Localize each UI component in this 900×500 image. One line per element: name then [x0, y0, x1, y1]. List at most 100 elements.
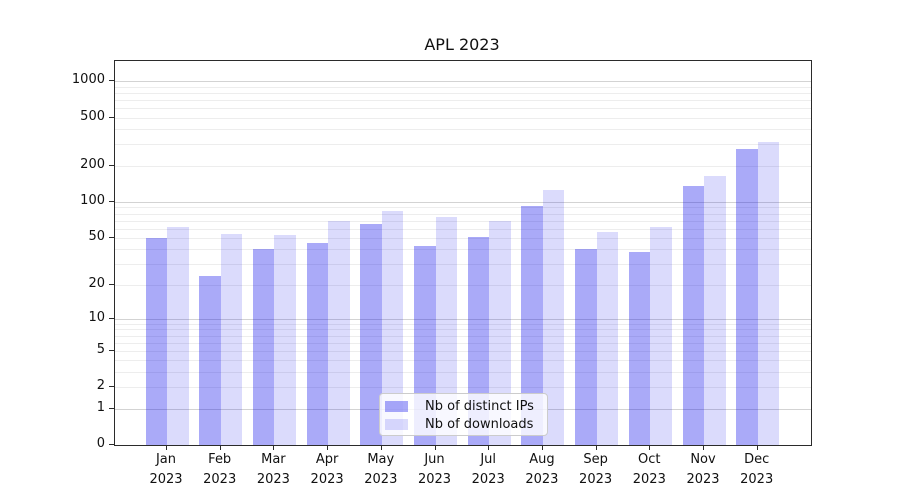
bar-feb-downloads	[220, 233, 243, 445]
y-tick-label: 50	[88, 228, 105, 244]
x-tick-month: Apr	[315, 452, 339, 467]
legend-item-distinct-ips: Nb of distinct IPs	[385, 398, 541, 415]
y-tick-label: 500	[80, 108, 105, 124]
x-tick-year: 2023	[149, 471, 183, 487]
gridline	[115, 323, 811, 325]
y-tick-label: 200	[80, 156, 105, 172]
gridline	[115, 350, 811, 352]
x-tick-year: 2023	[310, 471, 344, 487]
bar-jul-downloads	[489, 220, 511, 445]
x-tick-label-nov: Nov 2023	[671, 450, 735, 489]
bar-dec-distinct-ips	[736, 149, 758, 445]
x-tick-month: Oct	[638, 452, 661, 467]
x-tick-month: Nov	[690, 452, 716, 467]
gridline	[115, 228, 811, 230]
bar-aug-downloads	[542, 190, 565, 445]
x-tick-label-jun: Jun 2023	[403, 450, 467, 489]
x-tick-year: 2023	[686, 471, 720, 487]
y-tick-mark	[109, 444, 114, 445]
x-tick-mark	[327, 445, 329, 450]
gridline	[115, 284, 811, 286]
x-tick-mark	[541, 445, 543, 450]
x-tick-label-aug: Aug 2023	[510, 450, 574, 489]
x-tick-month: Aug	[529, 452, 555, 467]
y-tick-label: 0	[96, 436, 105, 451]
y-tick-mark	[109, 80, 114, 82]
bar-jul-distinct-ips	[467, 236, 490, 445]
y-tick-mark	[109, 116, 114, 118]
gridline	[115, 387, 811, 389]
legend-swatch-downloads	[385, 419, 408, 430]
x-tick-mark	[756, 445, 758, 450]
legend-label-distinct-ips: Nb of distinct IPs	[425, 399, 534, 414]
x-tick-label-sep: Sep 2023	[564, 450, 628, 489]
gridline	[115, 360, 811, 362]
gridline	[115, 329, 811, 331]
x-tick-month: Sep	[583, 452, 608, 467]
x-tick-month: Feb	[208, 452, 232, 467]
gridline	[115, 117, 811, 119]
bar-jun-downloads	[435, 216, 457, 445]
bar-sep-distinct-ips	[575, 249, 597, 445]
x-tick-mark	[219, 445, 221, 450]
x-tick-mark	[649, 445, 651, 450]
bar-apr-distinct-ips	[306, 243, 329, 445]
legend-item-downloads: Nb of downloads	[385, 416, 541, 433]
x-tick-label-apr: Apr 2023	[295, 450, 359, 489]
legend: Nb of distinct IPs Nb of downloads	[379, 393, 548, 436]
x-tick-year: 2023	[203, 471, 237, 487]
y-tick-mark	[109, 349, 114, 351]
x-tick-month: Jan	[155, 452, 177, 467]
x-tick-mark	[273, 445, 275, 450]
x-tick-mark	[380, 445, 382, 450]
bar-jan-distinct-ips	[145, 237, 167, 445]
y-tick-mark	[109, 283, 114, 285]
x-tick-year: 2023	[471, 471, 505, 487]
x-tick-year: 2023	[417, 471, 452, 487]
x-tick-label-dec: Dec 2023	[725, 450, 789, 489]
gridline	[115, 264, 811, 266]
y-tick-label: 1	[96, 399, 105, 415]
bar-nov-downloads	[704, 175, 726, 445]
gridline	[115, 207, 811, 209]
x-tick-label-jan: Jan 2023	[134, 450, 198, 489]
x-tick-mark	[595, 445, 597, 450]
y-tick-mark	[109, 407, 114, 409]
x-tick-month: Dec	[744, 452, 770, 467]
gridline	[115, 220, 811, 222]
x-tick-year: 2023	[364, 471, 398, 487]
x-tick-label-jul: Jul 2023	[456, 450, 520, 489]
chart-title: APL 2023	[424, 35, 500, 54]
gridline	[115, 201, 811, 203]
bar-dec-downloads	[757, 142, 780, 445]
x-tick-month: Jun	[424, 452, 445, 467]
x-tick-mark	[703, 445, 704, 450]
gridline	[115, 81, 811, 83]
bar-may-distinct-ips	[360, 224, 382, 445]
gridline	[115, 372, 811, 373]
x-tick-mark	[488, 445, 490, 450]
bar-feb-distinct-ips	[199, 275, 221, 445]
gridline	[115, 237, 811, 239]
y-tick-label: 10	[88, 309, 105, 325]
y-tick-label: 5	[96, 341, 105, 357]
x-tick-month: Mar	[261, 452, 286, 467]
x-tick-month: May	[367, 452, 395, 467]
legend-label-downloads: Nb of downloads	[425, 417, 534, 432]
bar-oct-downloads	[650, 226, 672, 445]
x-tick-label-oct: Oct 2023	[617, 450, 681, 489]
gridline	[115, 144, 811, 146]
x-tick-label-feb: Feb 2023	[188, 450, 252, 489]
bar-may-downloads	[381, 211, 404, 445]
gridline	[115, 213, 811, 215]
x-tick-mark	[166, 445, 167, 450]
x-tick-year: 2023	[525, 471, 559, 487]
y-tick-label: 20	[88, 275, 105, 291]
y-tick-label: 2	[96, 378, 105, 394]
y-tick-mark	[109, 317, 114, 319]
bar-sep-downloads	[596, 232, 619, 445]
bar-mar-distinct-ips	[252, 249, 275, 445]
y-tick-mark	[109, 236, 114, 238]
y-tick-label: 100	[80, 192, 105, 208]
